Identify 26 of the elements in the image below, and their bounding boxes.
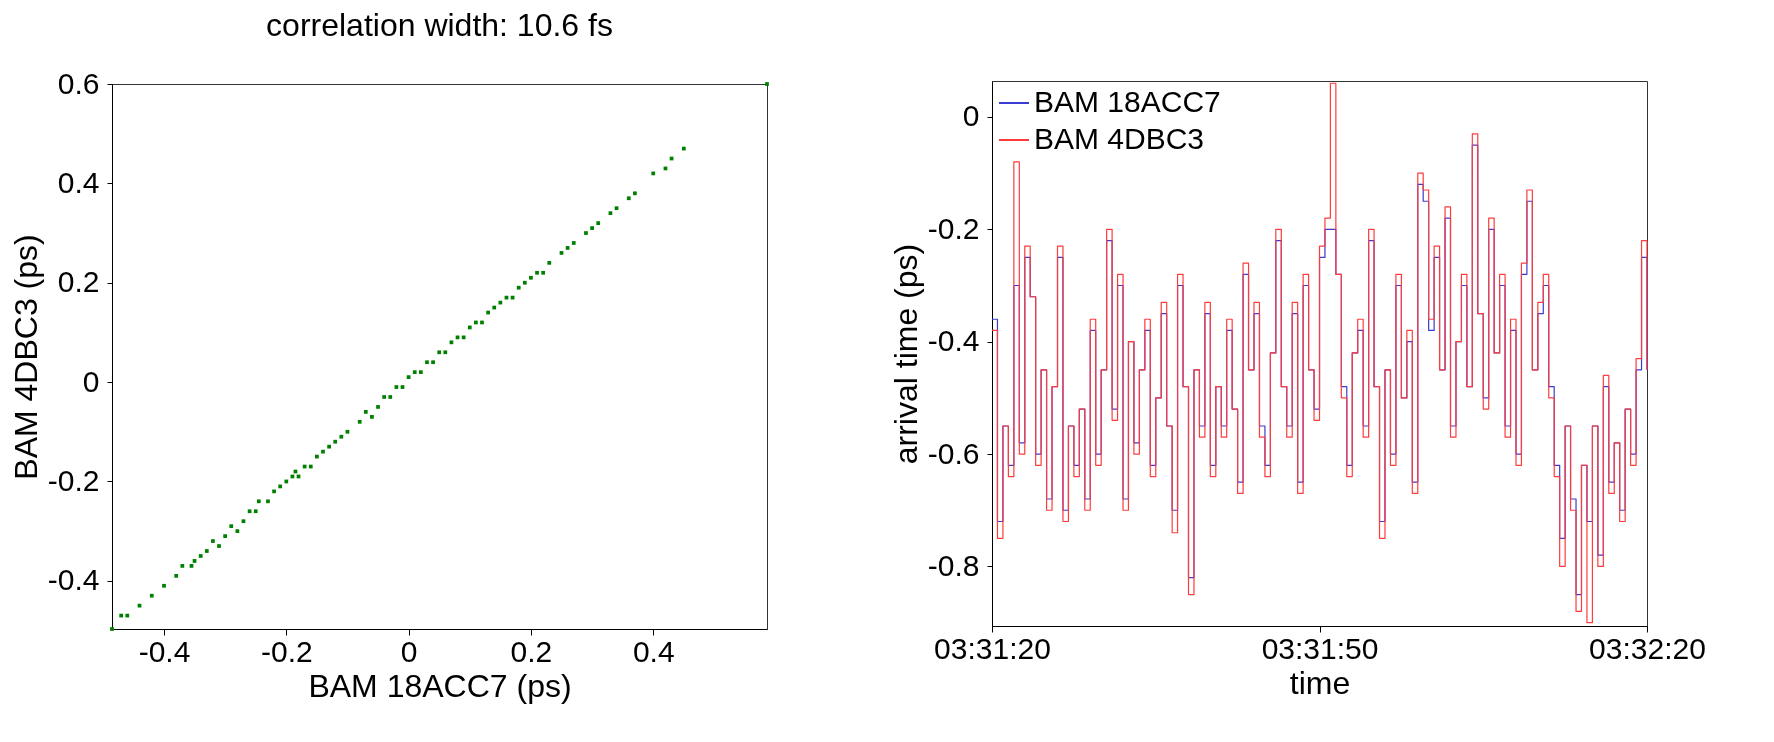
x-tick-label: 0.2: [510, 634, 553, 668]
y-axis-title: BAM 4DBC3 (ps): [7, 234, 44, 480]
x-tick-label: 0.4: [632, 634, 675, 668]
y-tick-label: -0.2: [47, 463, 100, 497]
chart-title: correlation width: 10.6 fs: [266, 7, 613, 43]
x-tick-label: -0.2: [260, 634, 313, 668]
x-tick-label: 0: [400, 634, 418, 668]
legend-label: BAM 4DBC3: [1034, 122, 1205, 155]
y-tick-label: -0.4: [927, 324, 980, 358]
y-tick-label: -0.8: [927, 548, 980, 582]
y-tick-label: -0.2: [927, 211, 980, 245]
x-tick-label: 03:31:50: [1261, 631, 1379, 665]
legend-label: BAM 18ACC7: [1034, 85, 1221, 118]
y-tick-label: 0: [962, 99, 980, 133]
x-axis-title: BAM 18ACC7 (ps): [308, 667, 572, 704]
y-tick-label: -0.6: [927, 436, 980, 470]
y-axis-title: arrival time (ps): [887, 243, 924, 465]
x-tick-label: -0.4: [138, 634, 191, 668]
y-tick-label: 0: [82, 364, 100, 398]
y-tick-label: 0.4: [57, 165, 100, 199]
y-tick-label: 0.2: [57, 265, 100, 299]
y-tick-label: 0.6: [57, 66, 100, 100]
x-tick-label: 03:32:20: [1589, 631, 1706, 665]
y-tick-label: -0.4: [47, 563, 100, 597]
x-tick-label: 03:31:20: [934, 631, 1051, 665]
x-axis-title: time: [1289, 664, 1351, 701]
